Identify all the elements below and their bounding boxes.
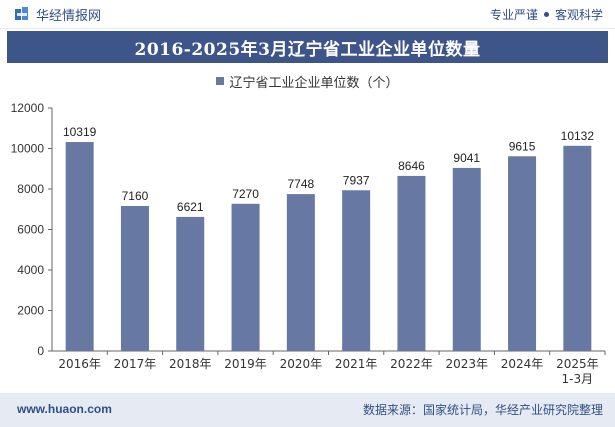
x-tick-label: 2025年 — [556, 357, 599, 371]
bar — [120, 206, 149, 351]
data-label: 6621 — [177, 200, 204, 214]
legend-label: 辽宁省工业企业单位数（个） — [229, 75, 399, 91]
chart-legend: 辽宁省工业企业单位数（个） — [0, 72, 615, 91]
data-label: 10319 — [63, 125, 97, 139]
bar — [397, 175, 426, 351]
data-label: 9615 — [509, 139, 536, 153]
footer-source: 数据来源：国家统计局，华经产业研究院整理 — [362, 403, 603, 417]
brand[interactable]: 华经情报网 — [14, 4, 101, 24]
x-tick-label: 2023年 — [445, 357, 488, 371]
footer: www.huaon.com 数据来源：国家统计局，华经产业研究院整理 — [0, 393, 615, 427]
bar — [231, 203, 260, 351]
data-label: 10132 — [561, 129, 595, 143]
brand-name: 华经情报网 — [36, 8, 102, 24]
x-tick-label: 1-3月 — [562, 372, 594, 386]
y-tick-label: 2000 — [17, 304, 44, 318]
data-label: 7270 — [232, 187, 259, 201]
chart-title: 2016-2025年3月辽宁省工业企业单位数量 — [134, 39, 481, 60]
bar — [65, 142, 94, 351]
data-label: 7937 — [343, 173, 370, 187]
bar — [452, 167, 481, 351]
x-tick-label: 2022年 — [390, 357, 433, 371]
title-bar: 2016-2025年3月辽宁省工业企业单位数量 — [7, 31, 608, 63]
x-tick-label: 2024年 — [501, 357, 544, 371]
top-bar: 华经情报网 专业严谨 客观科学 — [0, 0, 615, 29]
x-tick-label: 2017年 — [114, 357, 157, 371]
bar-chart: 0 2000 4000 6000 8000 10000 12000 10319 2016年 716… — [11, 101, 606, 386]
separator-dot-icon — [543, 12, 549, 17]
x-tick-label: 2020年 — [280, 357, 323, 371]
footer-website[interactable]: www.huaon.com — [17, 402, 112, 416]
x-tick-label: 2018年 — [169, 357, 212, 371]
bar — [508, 156, 537, 351]
y-tick-label: 4000 — [17, 263, 44, 277]
bar — [563, 145, 592, 351]
tagline-left: 专业严谨 — [489, 8, 538, 22]
data-label: 9041 — [453, 151, 480, 165]
y-tick-label: 8000 — [17, 182, 44, 196]
bar — [342, 190, 371, 351]
bar — [176, 216, 205, 351]
y-tick-label: 12000 — [11, 101, 45, 115]
data-label: 7748 — [287, 177, 314, 191]
y-tick-label: 6000 — [17, 223, 44, 237]
legend-swatch — [216, 77, 225, 85]
x-tick-label: 2019年 — [224, 357, 267, 371]
y-tick-label: 10000 — [11, 142, 45, 156]
y-tick-label: 0 — [37, 344, 44, 358]
tagline: 专业严谨 客观科学 — [490, 6, 603, 23]
bar — [286, 194, 315, 351]
huajing-logo-icon — [15, 7, 28, 20]
tagline-right: 客观科学 — [554, 8, 603, 22]
x-tick-label: 2016年 — [58, 357, 101, 371]
data-label: 8646 — [398, 159, 425, 173]
data-label: 7160 — [122, 189, 149, 203]
x-tick-label: 2021年 — [335, 357, 378, 371]
